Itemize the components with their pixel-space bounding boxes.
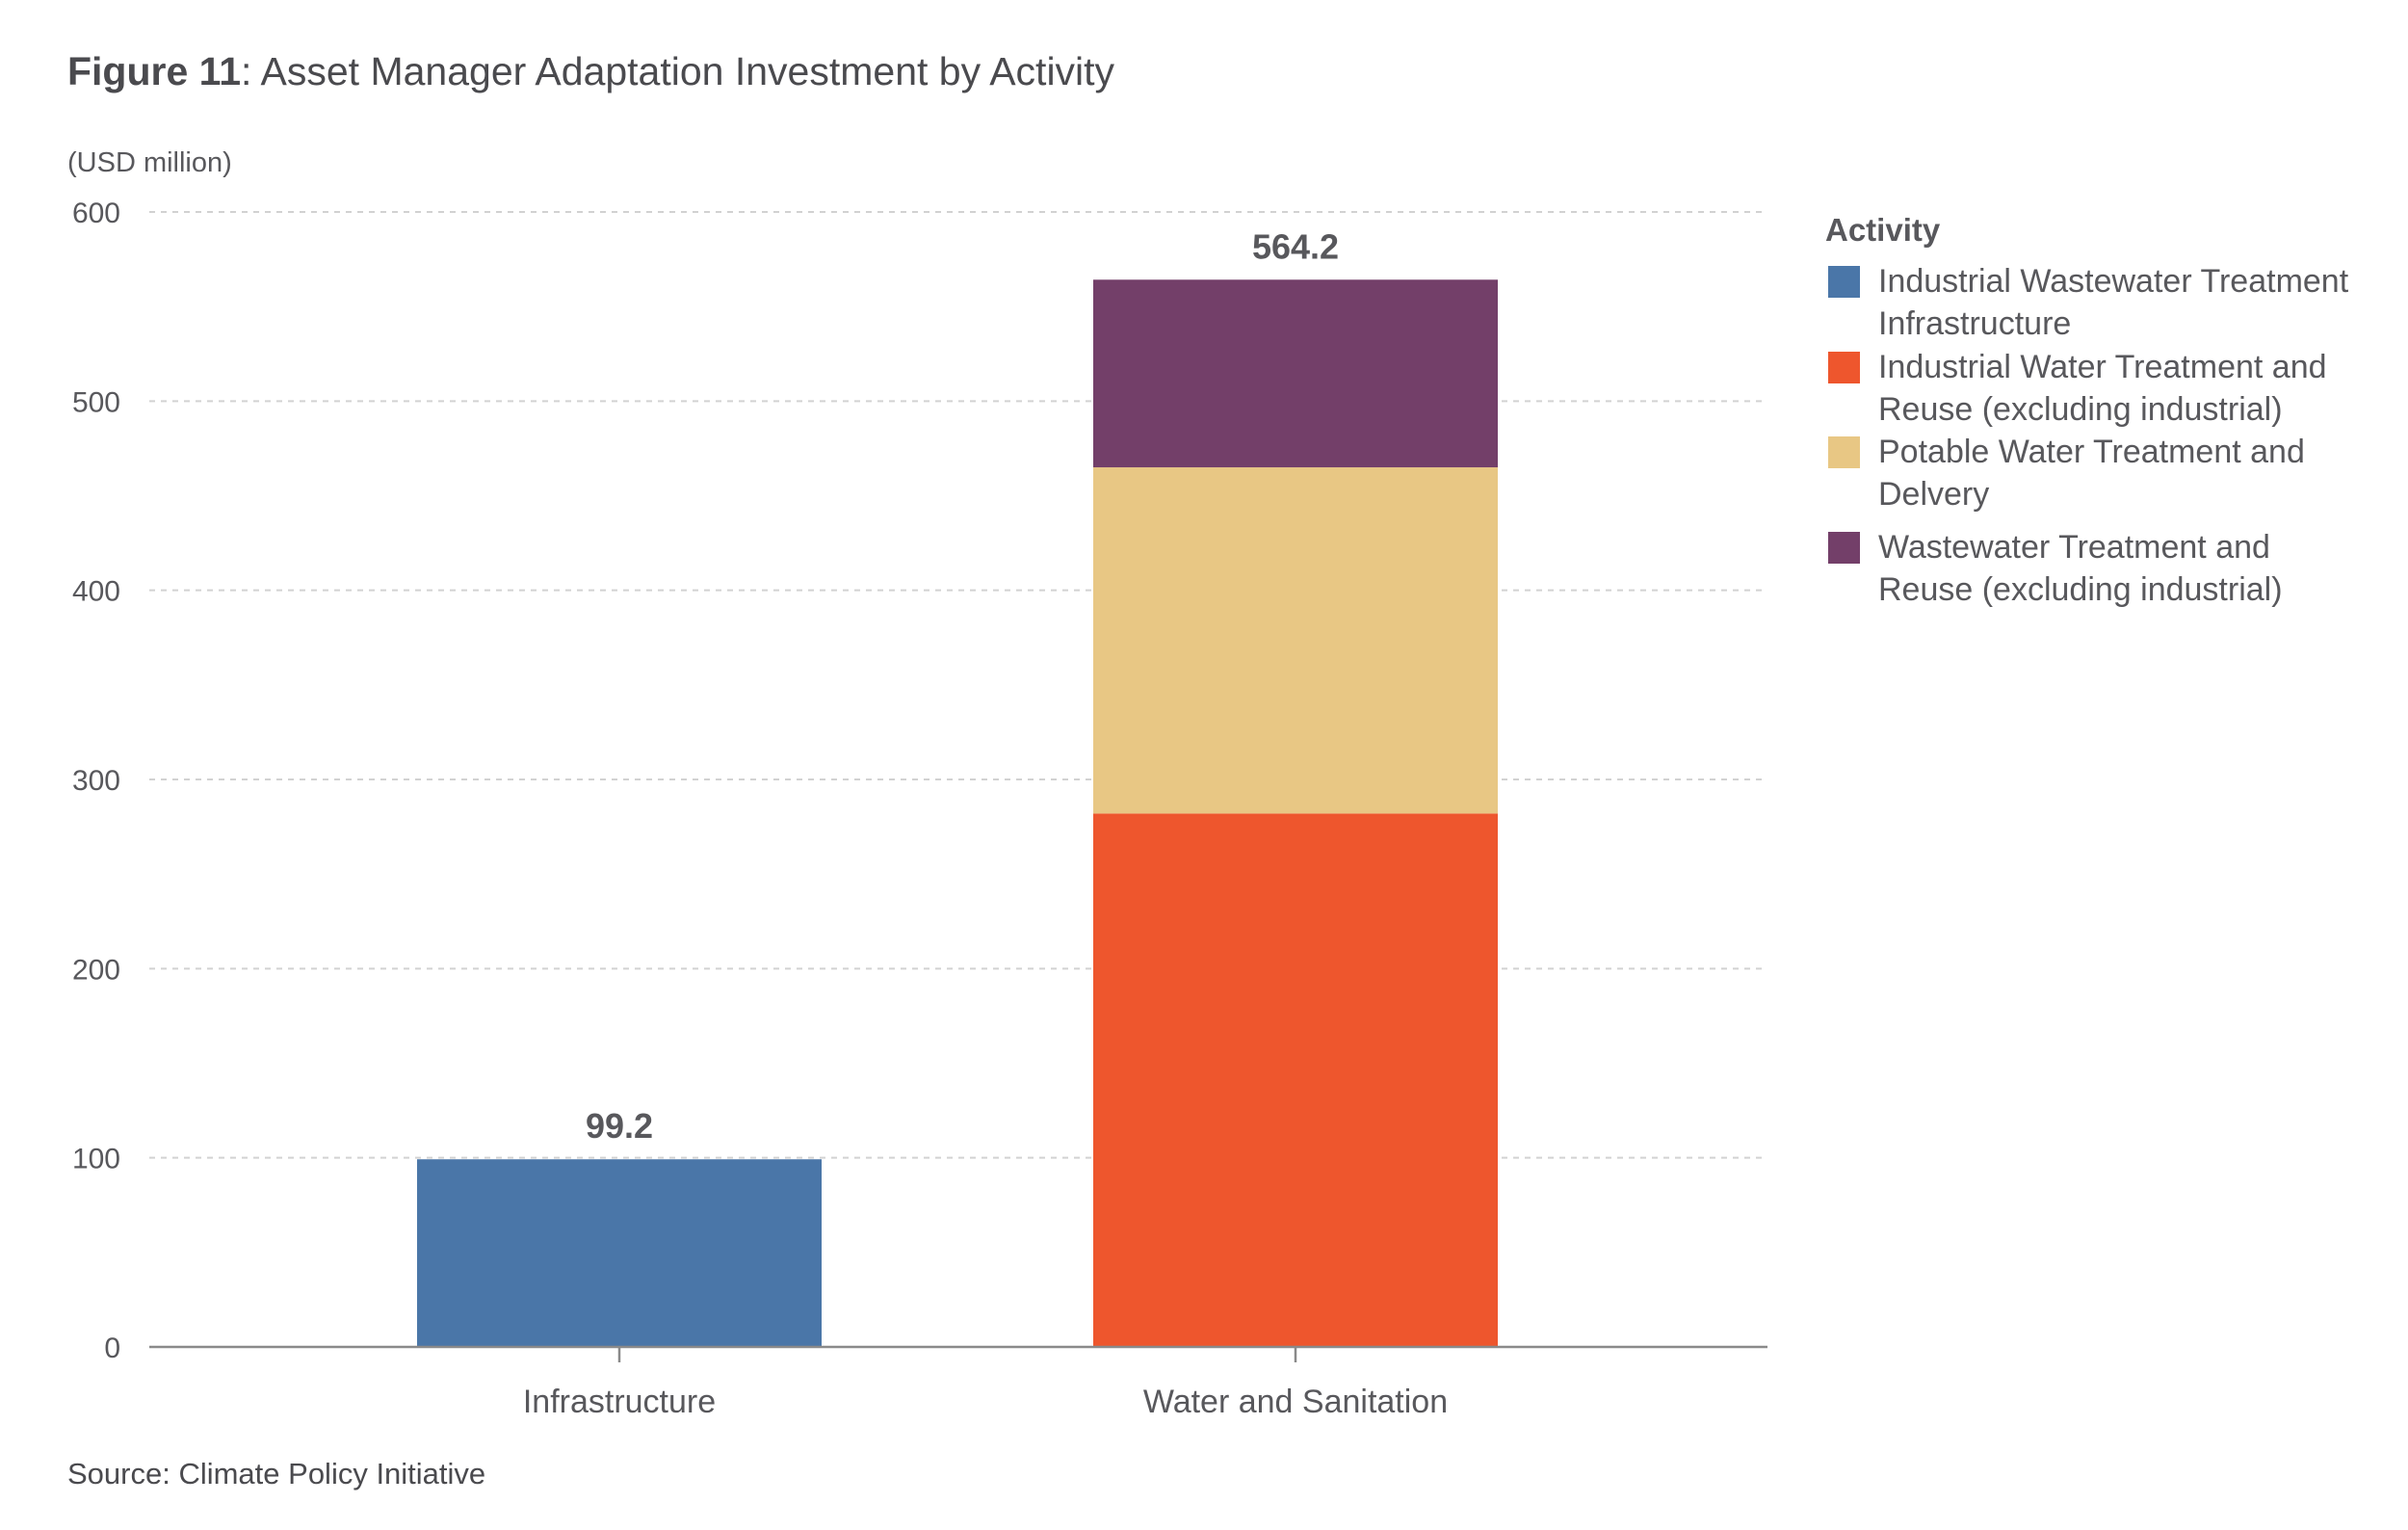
bar-segment-2-series-2 xyxy=(1093,813,1498,1347)
y-tick-label: 400 xyxy=(72,576,120,608)
y-axis-unit-label: (USD million) xyxy=(67,147,232,178)
legend-swatch xyxy=(1828,266,1860,298)
y-tick-label: 200 xyxy=(72,954,120,986)
legend-label: Infrastructure xyxy=(1878,305,2071,342)
x-category-label: Infrastructure xyxy=(523,1384,716,1420)
x-category-label: Water and Sanitation xyxy=(1143,1384,1448,1420)
figure-title: Figure 11: Asset Manager Adaptation Inve… xyxy=(67,49,1115,93)
legend-items: Industrial Wastewater Treatment Infrastru… xyxy=(1828,263,2349,608)
legend-label: Delvery xyxy=(1878,476,1989,513)
figure-title-text: : Asset Manager Adaptation Investment by… xyxy=(241,49,1115,93)
legend-item: Potable Water Treatment and Delvery xyxy=(1828,434,2305,513)
bar-segment-1-series-1 xyxy=(417,1159,822,1347)
legend-item: Industrial Water Treatment and Reuse (exc… xyxy=(1828,349,2327,428)
legend-swatch xyxy=(1828,436,1860,468)
x-axis xyxy=(149,1345,1767,1362)
legend-label: Reuse (excluding industrial) xyxy=(1878,571,2283,608)
legend-label: Wastewater Treatment and xyxy=(1878,529,2270,566)
y-tick-label: 600 xyxy=(72,198,120,229)
bar-total-labels: 99.2 564.2 xyxy=(586,226,1339,1146)
legend-item: Wastewater Treatment and Reuse (excluding… xyxy=(1828,529,2283,608)
legend-label: Industrial Wastewater Treatment xyxy=(1878,263,2349,300)
bars xyxy=(417,279,1498,1347)
bar-segment-2-series-4 xyxy=(1093,279,1498,468)
bar-segment-2-series-3 xyxy=(1093,467,1498,814)
figure-number: Figure 11 xyxy=(67,49,241,93)
legend-swatch xyxy=(1828,352,1860,383)
legend-label: Reuse (excluding industrial) xyxy=(1878,391,2283,428)
legend-label: Industrial Water Treatment and xyxy=(1878,349,2327,385)
x-axis-category-labels: Infrastructure Water and Sanitation xyxy=(523,1384,1448,1420)
y-tick-label: 100 xyxy=(72,1144,120,1175)
source-note: Source: Climate Policy Initiative xyxy=(67,1457,485,1490)
y-tick-label: 300 xyxy=(72,765,120,797)
bar-total-label: 99.2 xyxy=(586,1106,653,1146)
legend-item: Industrial Wastewater Treatment Infrastru… xyxy=(1828,263,2349,342)
y-tick-label: 0 xyxy=(104,1332,120,1364)
legend: Activity Industrial Wastewater Treatment… xyxy=(1825,212,2349,608)
legend-swatch xyxy=(1828,532,1860,564)
y-axis-tick-labels: 0 100 200 300 400 500 600 xyxy=(72,198,120,1364)
bar-total-label: 564.2 xyxy=(1252,226,1339,266)
legend-title: Activity xyxy=(1825,212,1941,248)
legend-label: Potable Water Treatment and xyxy=(1878,434,2305,470)
y-tick-label: 500 xyxy=(72,386,120,418)
gridlines xyxy=(149,211,1767,1159)
